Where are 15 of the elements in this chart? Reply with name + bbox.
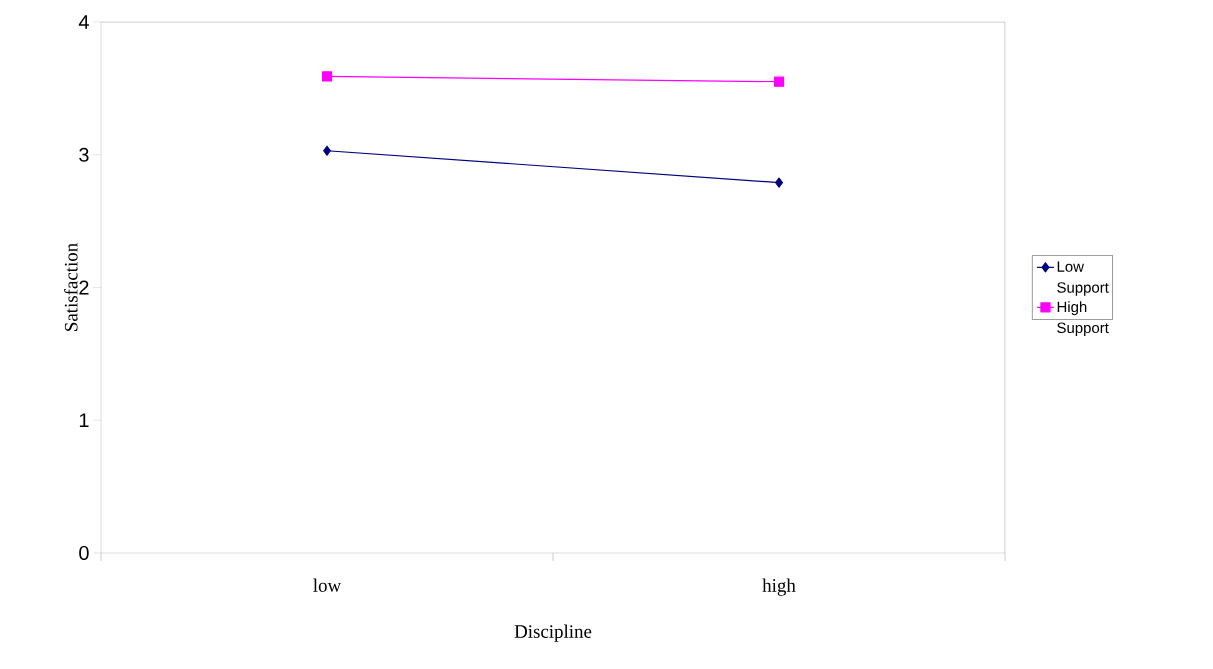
x-tick-label: high [762, 578, 796, 596]
point [773, 76, 785, 87]
y-tick-label: 1 [79, 413, 89, 428]
y-tick-label: 2 [79, 280, 89, 295]
x-tick-label: low [313, 578, 342, 592]
point [323, 145, 331, 156]
y-tick-label: 4 [78, 15, 89, 29]
legend-label: Low Support [1057, 261, 1109, 296]
point [321, 71, 333, 82]
legend-label: High Support [1057, 301, 1109, 337]
x-axis-title: Discipline [514, 624, 592, 642]
y-tick-label: 3 [79, 147, 89, 162]
y-axis-title: Satisfaction [64, 243, 78, 331]
y-tick-label: 0 [79, 545, 89, 561]
point [775, 177, 783, 188]
